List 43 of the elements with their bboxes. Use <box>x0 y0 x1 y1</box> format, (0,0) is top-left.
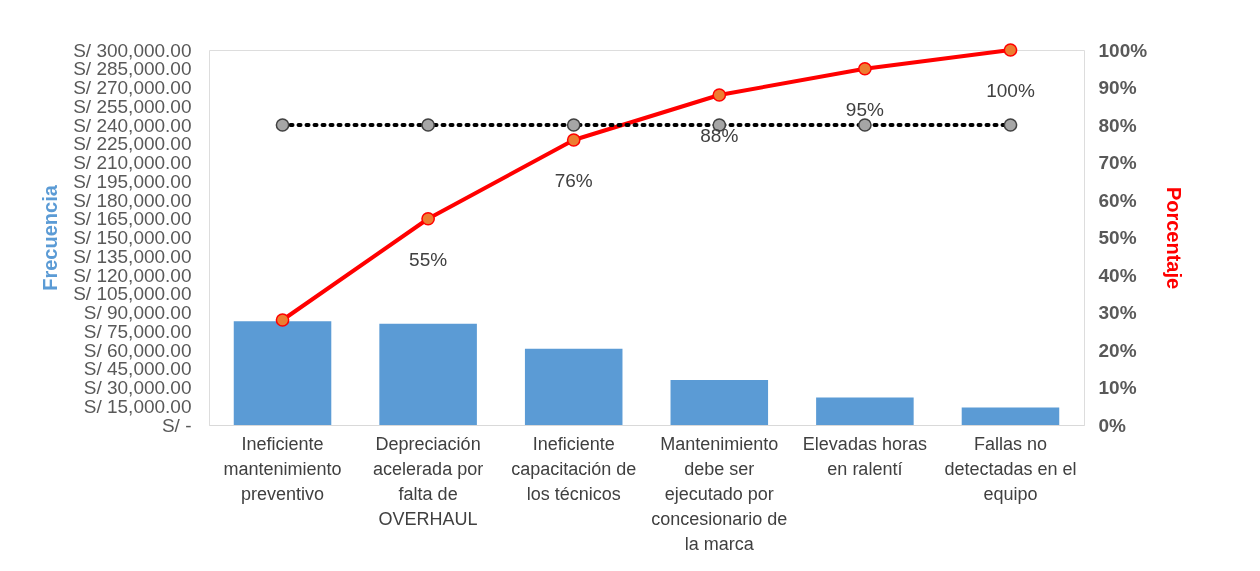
x-tick-label: Ineficiente capacitación de los técnicos <box>511 433 637 504</box>
point <box>275 313 290 327</box>
bar <box>379 323 477 425</box>
y2-tick-label: 80% <box>1098 114 1137 136</box>
y-tick-label: S/ 300,000.00 <box>73 39 192 61</box>
y2-tick-label: 30% <box>1098 302 1137 323</box>
y-tick-label: S/ 270,000.00 <box>73 77 192 98</box>
y-tick-label: S/ - <box>161 414 192 436</box>
y2-tick-label: 60% <box>1098 189 1137 211</box>
x-tick-label: Elevadas horas en ralentí <box>802 433 927 479</box>
y2-tick-label: 40% <box>1098 264 1137 286</box>
data-label: 95% <box>845 98 884 120</box>
y2-tick-label: 100% <box>1098 39 1148 61</box>
bar <box>233 321 332 425</box>
y2-tick-label: 20% <box>1098 339 1137 361</box>
x-tick-label: Fallas no detectadas en el equipo <box>944 433 1077 504</box>
point <box>712 88 727 102</box>
y2-tick-label: 90% <box>1098 77 1137 98</box>
y2-tick-label: 70% <box>1098 152 1137 173</box>
point <box>421 211 435 226</box>
y-axis-title: Frecuencia <box>39 184 62 291</box>
y-tick-label: S/ 210,000.00 <box>73 152 192 173</box>
y2-axis-title: Porcentaje <box>1163 186 1186 290</box>
data-label: 100% <box>986 80 1035 101</box>
bar <box>816 397 914 425</box>
y-tick-label: S/ 90,000.00 <box>83 302 192 323</box>
bar <box>961 407 1060 425</box>
x-tick-label: Ineficiente mantenimiento preventivo <box>223 433 342 504</box>
data-label: 76% <box>554 170 593 191</box>
point <box>1003 43 1018 57</box>
x-tick-label: Depreciación acelerada por falta de OVERHAUL <box>373 433 484 529</box>
y2-tick-label: 0% <box>1098 414 1127 436</box>
y2-tick-label: 10% <box>1098 377 1137 398</box>
x-tick-label: Mantenimiento debe ser ejecutado por concesionario de la marca <box>651 433 788 554</box>
point <box>858 61 872 76</box>
bar <box>524 348 623 425</box>
data-label: 55% <box>409 248 448 270</box>
point <box>566 133 581 147</box>
y-tick-label: S/ 30,000.00 <box>83 377 192 398</box>
y-tick-label: S/ 150,000.00 <box>73 227 192 248</box>
data-label: 88% <box>700 125 739 146</box>
bar <box>670 380 769 425</box>
y2-tick-label: 50% <box>1098 227 1137 248</box>
